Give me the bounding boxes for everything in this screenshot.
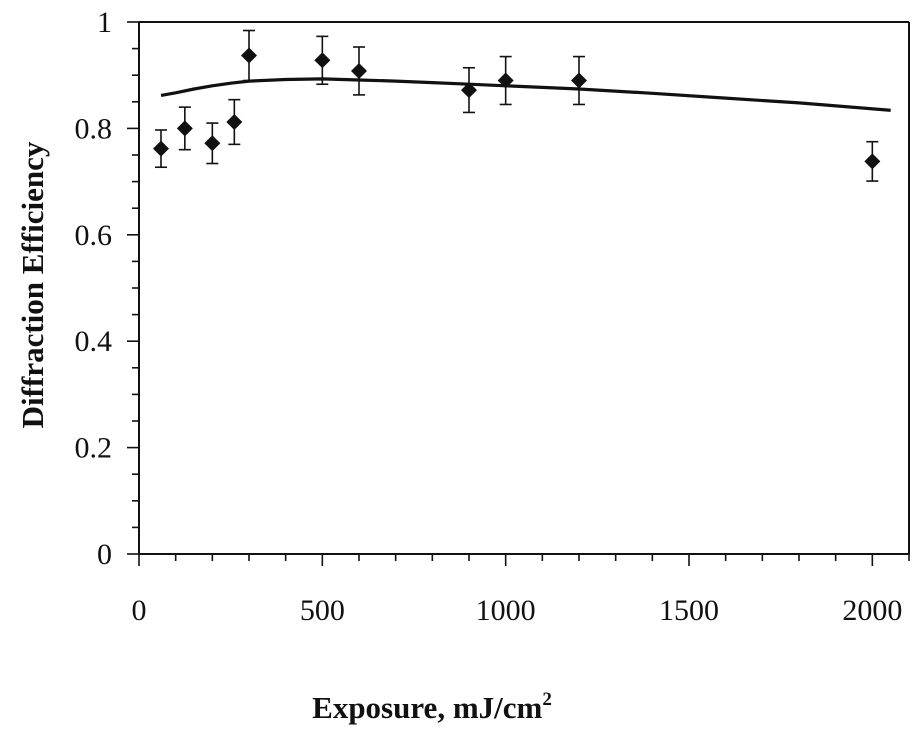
diamond-marker bbox=[241, 47, 257, 64]
diamond-marker bbox=[176, 120, 193, 137]
diamond-marker bbox=[461, 82, 477, 99]
y-axis-ticks: 0 0.2 0.4 0.6 0.8 1 bbox=[75, 6, 139, 571]
data-point bbox=[497, 55, 514, 106]
data-points-group bbox=[153, 29, 881, 182]
data-point bbox=[241, 29, 257, 82]
data-point bbox=[571, 55, 587, 106]
diamond-marker bbox=[204, 135, 221, 152]
data-point bbox=[351, 46, 367, 96]
x-tick-label: 2000 bbox=[842, 594, 902, 627]
y-tick-label: 0.8 bbox=[75, 112, 113, 145]
diamond-marker bbox=[314, 52, 331, 69]
data-point bbox=[864, 140, 881, 182]
y-tick-label: 0.4 bbox=[75, 325, 113, 358]
x-tick-label: 0 bbox=[132, 594, 147, 627]
fit-curve bbox=[160, 77, 891, 112]
y-tick-label: 1 bbox=[97, 6, 112, 39]
y-tick-label: 0.2 bbox=[75, 432, 113, 465]
plot-frame bbox=[138, 21, 910, 555]
x-axis-title-group: Exposure, mJ/cm2 bbox=[312, 689, 552, 725]
diamond-marker bbox=[864, 153, 881, 170]
x-tick-label: 1000 bbox=[476, 594, 536, 627]
diamond-marker bbox=[351, 62, 367, 79]
y-tick-label: 0.6 bbox=[75, 219, 113, 252]
diamond-marker bbox=[571, 72, 587, 89]
x-axis-ticks: 0 500 1000 1500 2000 bbox=[132, 554, 910, 627]
data-point bbox=[461, 66, 477, 114]
x-tick-label: 1500 bbox=[659, 594, 719, 627]
data-point bbox=[204, 122, 221, 165]
data-point bbox=[176, 106, 193, 151]
data-point bbox=[226, 98, 243, 146]
diamond-marker bbox=[226, 114, 243, 131]
fit-curve-group bbox=[160, 77, 891, 112]
y-tick-label: 0 bbox=[97, 538, 112, 571]
x-axis-title: Exposure, mJ/cm bbox=[312, 690, 542, 725]
x-axis-title-superscript: 2 bbox=[542, 689, 552, 710]
data-point bbox=[314, 35, 331, 86]
diamond-marker bbox=[153, 140, 169, 157]
data-point bbox=[153, 129, 169, 169]
y-axis-title: Diffraction Efficiency bbox=[15, 141, 50, 428]
x-tick-label: 500 bbox=[300, 594, 345, 627]
diamond-marker bbox=[497, 72, 514, 89]
